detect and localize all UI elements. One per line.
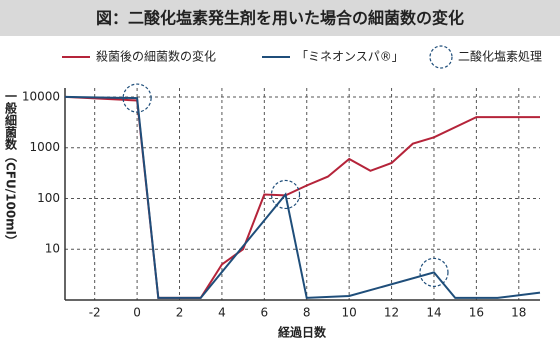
y-tick-label: 10000 <box>22 89 60 103</box>
series-line <box>64 95 541 299</box>
x-tick-label: -2 <box>89 306 101 320</box>
y-tick-label: 1000 <box>29 140 60 154</box>
title-bar <box>0 0 560 36</box>
y-tick-label: 100 <box>37 191 60 205</box>
x-tick-label: 16 <box>469 306 484 320</box>
x-axis-label: 経過日数 <box>278 325 327 340</box>
x-tick-label: 10 <box>342 306 357 320</box>
x-tick-label: 2 <box>176 306 184 320</box>
legend-swatch <box>429 45 453 69</box>
treatment-marker <box>419 257 449 287</box>
treatment-marker <box>270 179 301 210</box>
legend-label: 殺菌後の細菌数の変化 <box>96 49 216 64</box>
y-axis-label: 一般細菌数（CFU/100ml） <box>4 90 18 247</box>
chart-title: 図：二酸化塩素発生剤を用いた場合の細菌数の変化 <box>96 9 464 28</box>
series-line <box>64 95 540 299</box>
legend-label: 「ミネオンスパ®」 <box>296 50 404 64</box>
x-tick-label: 8 <box>303 306 311 320</box>
x-tick-label: 12 <box>384 306 399 320</box>
x-tick-label: 0 <box>133 306 141 320</box>
x-tick-label: 6 <box>261 306 269 320</box>
x-tick-label: 4 <box>218 306 226 320</box>
treatment-marker <box>122 83 152 113</box>
x-tick-label: 14 <box>426 306 441 320</box>
x-tick-label: 18 <box>511 306 526 320</box>
legend-label: 二酸化塩素処理 <box>458 49 542 64</box>
y-tick-label: 10 <box>45 242 60 256</box>
